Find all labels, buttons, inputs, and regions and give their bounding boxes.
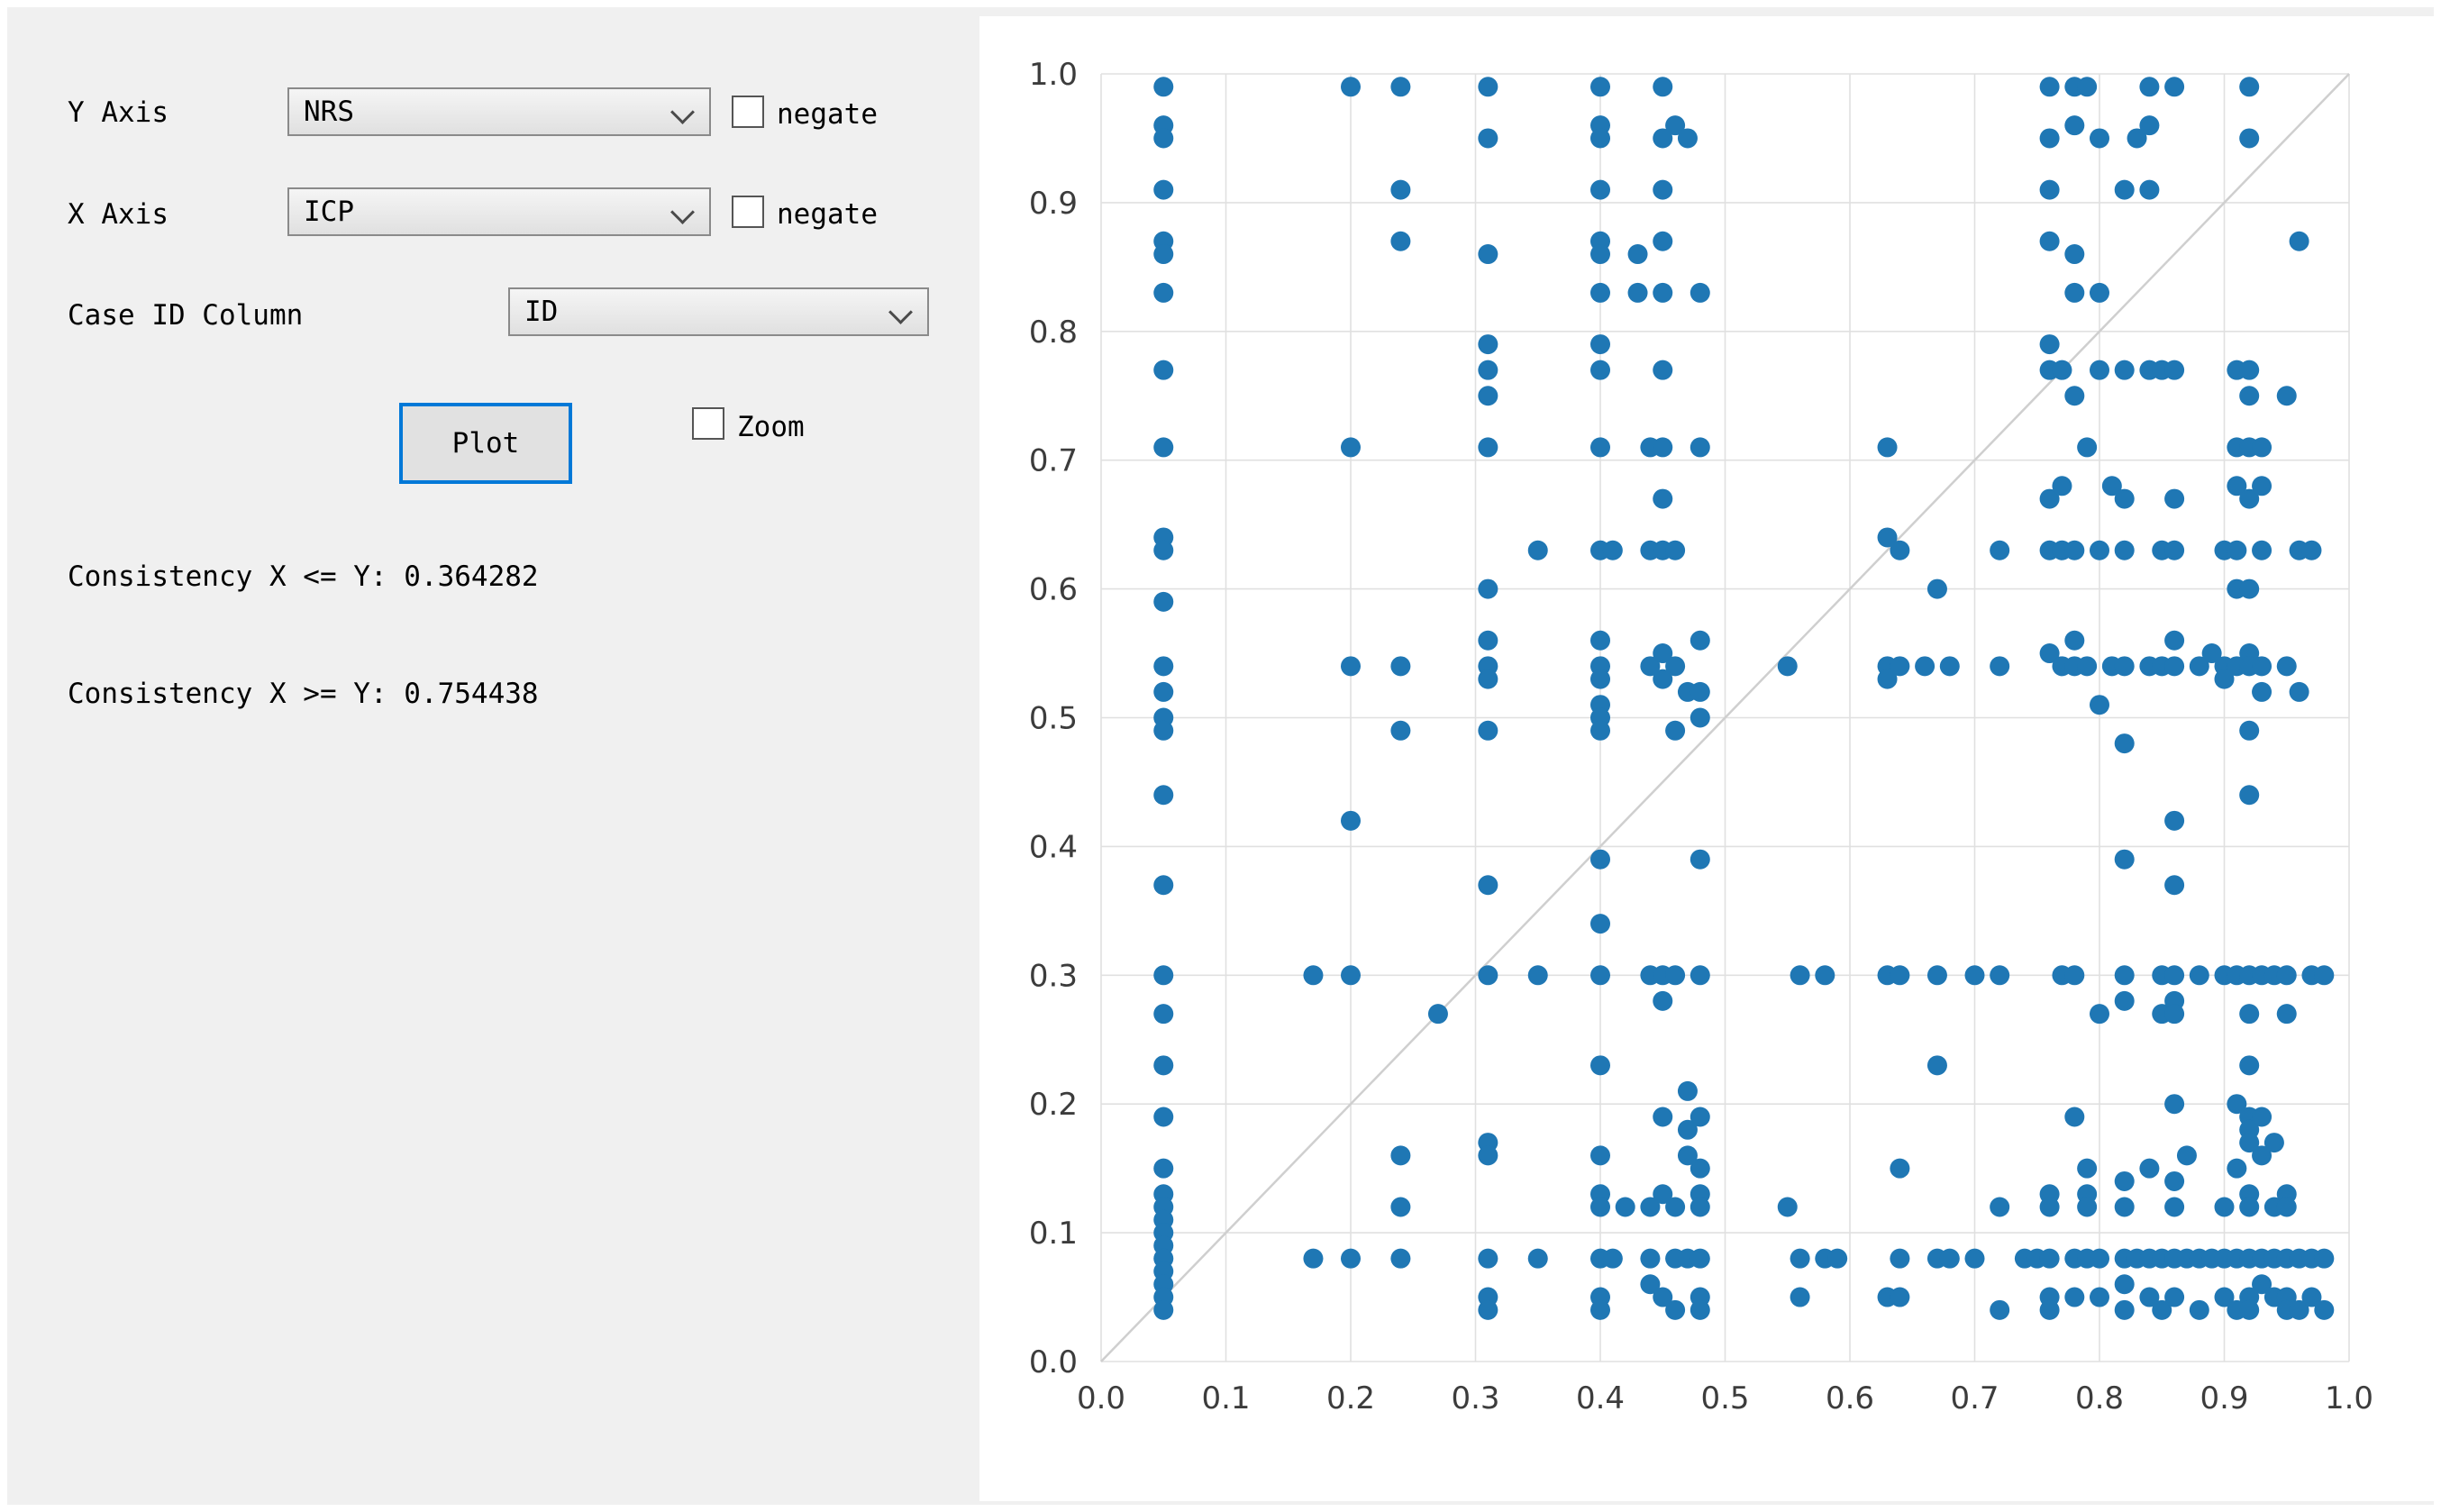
svg-text:0.8: 0.8 <box>1029 314 1078 351</box>
svg-text:0.1: 0.1 <box>1201 1380 1250 1416</box>
y-axis-select[interactable]: NRS <box>287 87 711 136</box>
app-window: Y Axis NRS negate X Axis ICP negate Case… <box>7 7 2434 1505</box>
svg-text:0.9: 0.9 <box>2200 1380 2248 1416</box>
svg-text:0.4: 0.4 <box>1029 829 1078 865</box>
svg-text:1.0: 1.0 <box>1029 57 1078 93</box>
case-id-label: Case ID Column <box>68 299 304 332</box>
svg-text:0.6: 0.6 <box>1826 1380 1874 1416</box>
y-negate-label: negate <box>777 98 878 131</box>
y-axis-selected-value: NRS <box>304 96 354 128</box>
y-axis-label: Y Axis <box>68 96 169 129</box>
svg-text:0.2: 0.2 <box>1326 1380 1375 1416</box>
plot-button[interactable]: Plot <box>399 403 572 484</box>
case-id-select[interactable]: ID <box>508 287 929 336</box>
svg-text:0.5: 0.5 <box>1700 1380 1749 1416</box>
svg-text:0.4: 0.4 <box>1576 1380 1625 1416</box>
y-negate-checkbox[interactable] <box>732 96 764 128</box>
svg-text:0.0: 0.0 <box>1077 1380 1125 1416</box>
x-axis-select[interactable]: ICP <box>287 187 711 236</box>
svg-text:0.8: 0.8 <box>2075 1380 2124 1416</box>
case-id-selected-value: ID <box>524 296 559 328</box>
zoom-label: Zoom <box>737 411 805 443</box>
svg-text:0.3: 0.3 <box>1451 1380 1499 1416</box>
svg-text:0.7: 0.7 <box>1950 1380 1999 1416</box>
svg-text:0.5: 0.5 <box>1029 701 1078 737</box>
svg-text:0.0: 0.0 <box>1029 1344 1078 1380</box>
svg-text:0.1: 0.1 <box>1029 1216 1078 1252</box>
plot-panel: 0.0 0.1 0.2 0.3 0.4 0.5 0.6 0.7 0.8 0.9 1.0 0.0 0.1 0… <box>979 16 2434 1501</box>
svg-text:1.0: 1.0 <box>2325 1380 2373 1416</box>
svg-text:0.7: 0.7 <box>1029 443 1078 479</box>
x-axis-selected-value: ICP <box>304 196 354 228</box>
svg-text:0.3: 0.3 <box>1029 958 1078 994</box>
svg-text:0.2: 0.2 <box>1029 1087 1078 1123</box>
x-negate-checkbox[interactable] <box>732 196 764 228</box>
scatter-plot-svg: 0.0 0.1 0.2 0.3 0.4 0.5 0.6 0.7 0.8 0.9 1.0 0.0 0.1 0… <box>1029 57 2373 1416</box>
svg-text:0.9: 0.9 <box>1029 186 1078 222</box>
zoom-checkbox[interactable] <box>692 407 724 440</box>
x-axis-label: X Axis <box>68 198 169 231</box>
consistency-ge-text: Consistency X >= Y: 0.754438 <box>68 678 539 710</box>
svg-text:0.6: 0.6 <box>1029 572 1078 608</box>
consistency-le-text: Consistency X <= Y: 0.364282 <box>68 560 539 593</box>
x-negate-label: negate <box>777 198 878 231</box>
